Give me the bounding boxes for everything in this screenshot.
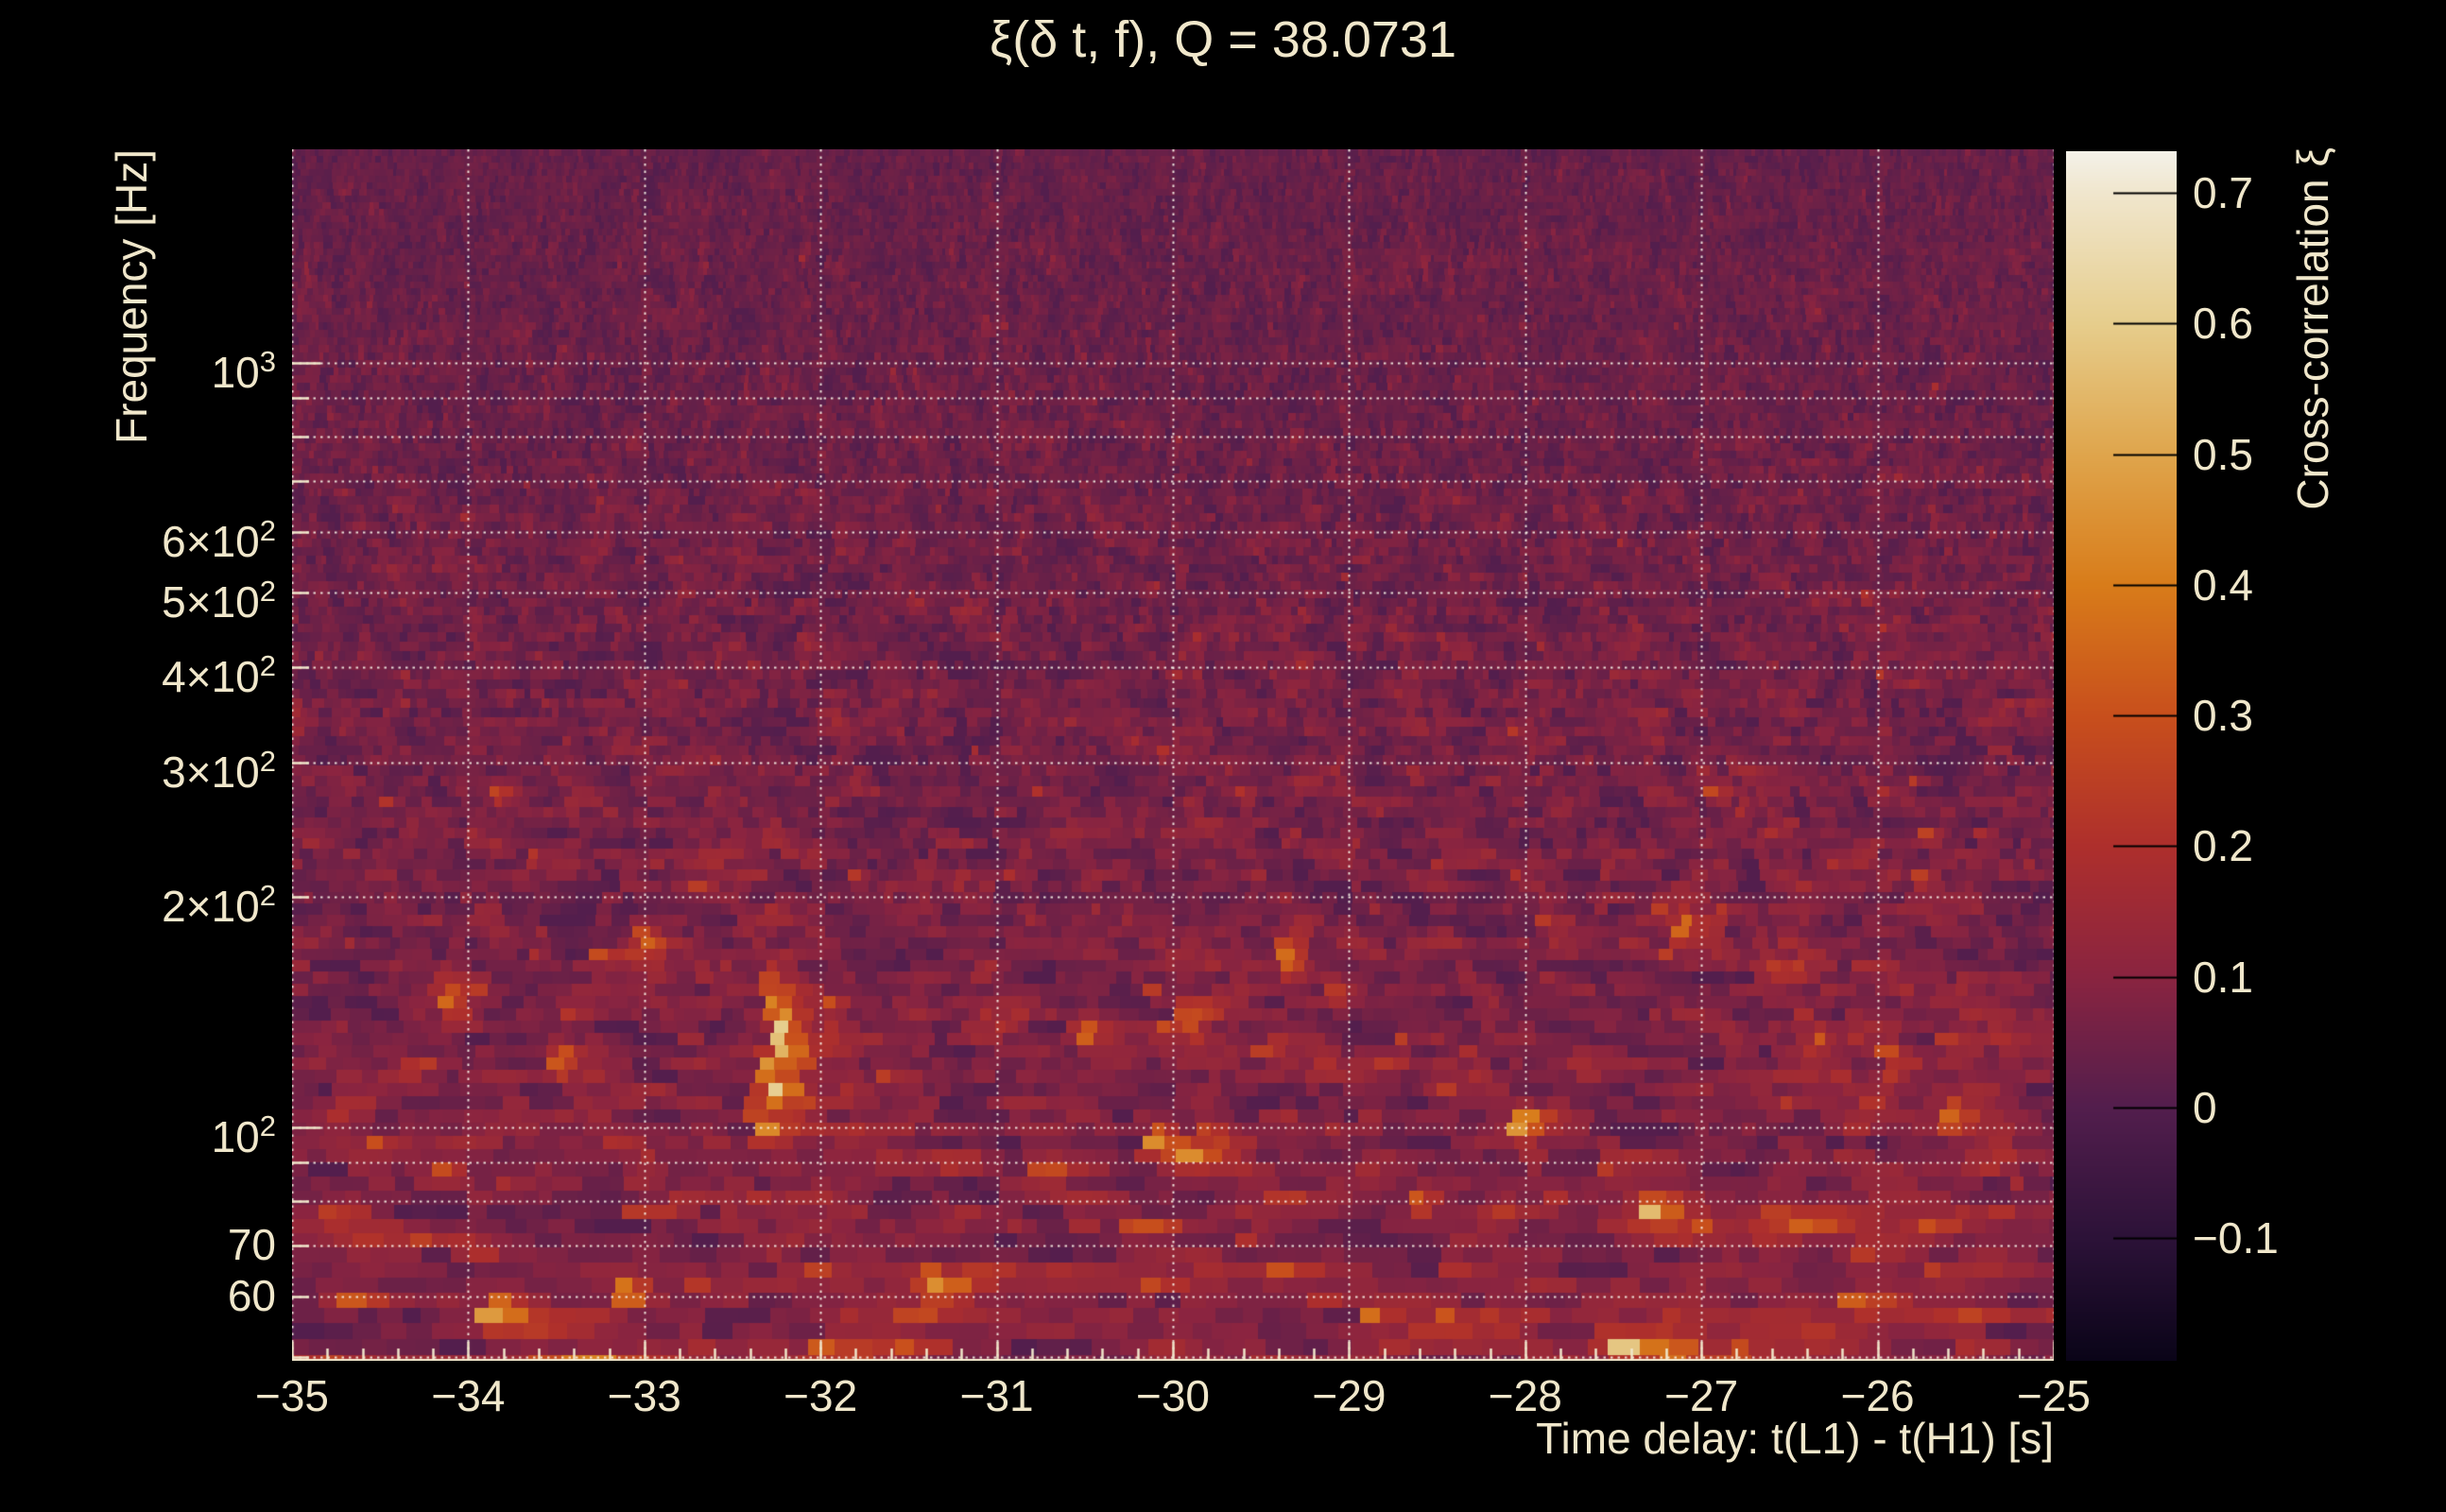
colorbar-tick-label: 0.4 <box>2193 559 2253 610</box>
x-axis-title: Time delay: t(L1) - t(H1) [s] <box>1536 1414 2054 1463</box>
colorbar-tick-label: 0.7 <box>2193 168 2253 218</box>
y-tick-label: 60 <box>227 1271 276 1321</box>
colorbar-tick-label: 0.5 <box>2193 429 2253 479</box>
colorbar-tick-label: 0.1 <box>2193 952 2253 1002</box>
y-axis-title: Frequency [Hz] <box>107 149 156 444</box>
x-tick-label: −33 <box>607 1371 681 1420</box>
colorbar-tick-label: 0.3 <box>2193 691 2253 741</box>
x-tick-label: −29 <box>1312 1371 1387 1420</box>
x-tick-label: −28 <box>1488 1371 1562 1420</box>
chart-title: ξ(δ t, f), Q = 38.0731 <box>990 11 1456 68</box>
heatmap-plot-area <box>292 149 2054 1361</box>
colorbar-gradient <box>2066 151 2177 1361</box>
y-tick-label: 103 <box>211 344 276 397</box>
y-tick-label: 102 <box>211 1108 276 1161</box>
x-tick-label: −27 <box>1664 1371 1739 1420</box>
y-tick-label: 70 <box>227 1220 276 1270</box>
y-tick-label: 5×102 <box>162 575 276 627</box>
y-tick-label: 6×102 <box>162 514 276 567</box>
x-tick-label: −34 <box>431 1371 506 1420</box>
x-tick-label: −35 <box>254 1371 330 1420</box>
colorbar-tick-label: 0.6 <box>2193 299 2253 349</box>
colorbar-tick-label: 0 <box>2193 1082 2217 1132</box>
y-tick-label: 4×102 <box>162 648 276 701</box>
x-tick-label: −30 <box>1135 1371 1211 1420</box>
x-tick-label: −26 <box>1840 1371 1915 1420</box>
y-tick-label: 3×102 <box>162 744 276 797</box>
x-tick-label: −31 <box>959 1371 1034 1420</box>
y-tick-label: 2×102 <box>162 879 276 932</box>
colorbar-tick-label: 0.2 <box>2193 821 2253 871</box>
x-tick-label: −25 <box>2016 1371 2092 1420</box>
colorbar-tick-label: −0.1 <box>2193 1213 2279 1263</box>
x-tick-label: −32 <box>784 1371 858 1420</box>
